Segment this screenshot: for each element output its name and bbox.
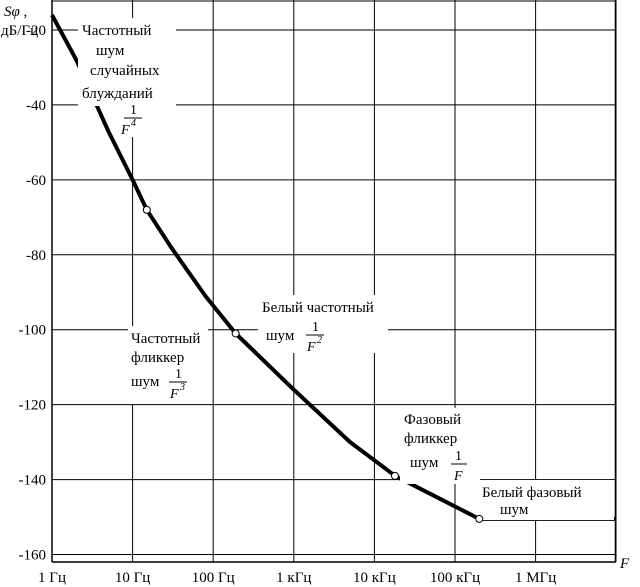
breakpoint-marker [231, 329, 240, 338]
annotation-line: шум [266, 328, 295, 344]
annotation-line: Белый фазовый [482, 485, 582, 501]
fraction-exponent: 3 [179, 382, 185, 393]
breakpoint-markers [142, 205, 484, 523]
x-tick-label: 100 Гц [192, 570, 235, 586]
annotation-line: Частотный [131, 331, 200, 347]
annotation-line: Частотный [82, 23, 151, 39]
annotation-line: Фазовый [404, 412, 461, 428]
breakpoint-marker [390, 471, 399, 480]
y-axis-label: Sφ , [4, 4, 27, 20]
x-tick-label: 1 МГц [515, 570, 556, 586]
fraction-exponent: 4 [131, 118, 136, 129]
annotation-white-fm: Белый частотный шум 1 F 2 [258, 295, 388, 355]
y-tick-label: -120 [19, 398, 47, 414]
annotation-flicker-pm: Фазовый фликкер шум 1 F [400, 408, 480, 484]
annotation-line: шум [131, 374, 160, 390]
tick-labels: 1 Гц 10 Гц 100 Гц 1 кГц 10 кГц 100 кГц 1 МГц -2… [19, 23, 557, 586]
fraction-denominator: F [306, 340, 316, 355]
x-tick-label: 1 Гц [38, 570, 66, 586]
y-tick-label: -160 [19, 548, 47, 564]
annotation-white-pm: Белый фазовый шум [478, 480, 614, 520]
annotation-line: фликкер [131, 350, 184, 366]
annotation-flicker-fm: Частотный фликкер шум 1 F 3 [128, 326, 208, 404]
annotation-line: случайных [90, 63, 160, 79]
x-axis-label: F [619, 556, 630, 572]
fraction-denominator: F [120, 123, 130, 138]
annotation-line: шум [410, 455, 439, 471]
breakpoint-marker [142, 205, 151, 214]
fraction-denominator: F [453, 469, 463, 484]
y-tick-label: -100 [19, 323, 47, 339]
annotation-line: шум [500, 502, 529, 518]
fraction-numerator: 1 [455, 449, 462, 464]
y-tick-label: -80 [26, 248, 46, 264]
fraction-exponent: 2 [317, 335, 322, 346]
y-axis-unit-label: дБ/Гц [1, 23, 38, 39]
x-tick-label: 1 кГц [276, 570, 311, 586]
y-tick-label: -20 [26, 23, 46, 39]
annotation-random-walk-fm: Частотный шум случайных блужданий 1 F 4 [78, 18, 176, 138]
annotation-line: блужданий [82, 86, 153, 102]
breakpoint-marker [475, 514, 484, 523]
fraction-numerator: 1 [175, 367, 182, 382]
annotation-line: шум [96, 43, 125, 59]
fraction-numerator: 1 [312, 320, 319, 335]
fraction-denominator: F [169, 387, 179, 402]
x-tick-label: 100 кГц [430, 570, 480, 586]
x-tick-label: 10 кГц [353, 570, 396, 586]
annotation-line: Белый частотный [262, 300, 374, 316]
y-tick-label: -40 [26, 98, 46, 114]
y-tick-label: -60 [26, 173, 46, 189]
x-tick-label: 10 Гц [115, 570, 150, 586]
annotation-line: фликкер [404, 431, 457, 447]
y-tick-label: -140 [19, 473, 47, 489]
fraction-numerator: 1 [130, 103, 137, 118]
